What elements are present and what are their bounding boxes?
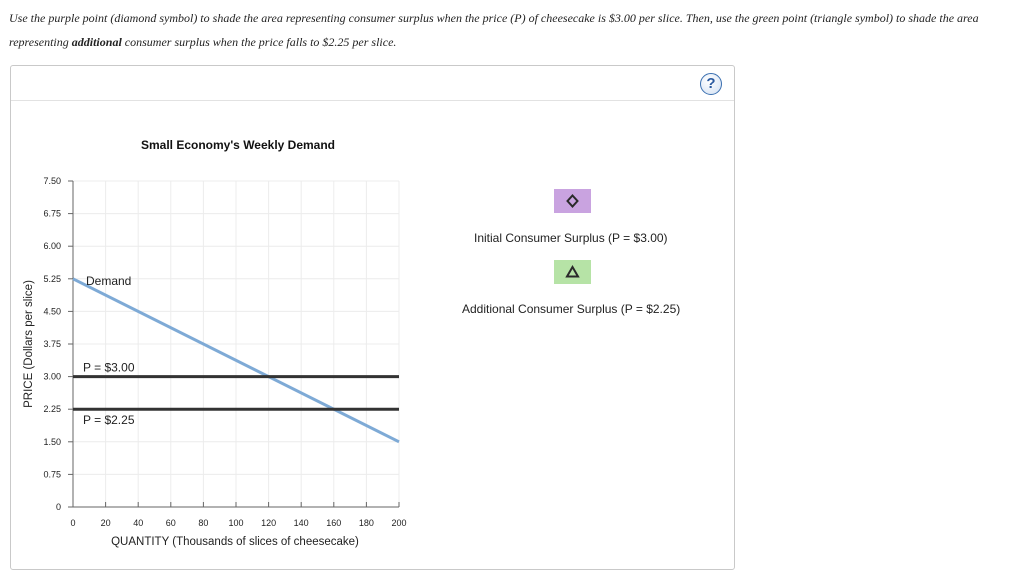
y-tick-label: 0.75 xyxy=(43,469,61,479)
x-tick-label: 0 xyxy=(70,518,75,528)
chart-title: Small Economy's Weekly Demand xyxy=(141,138,335,152)
demand-curve xyxy=(72,277,400,444)
triangle-icon xyxy=(565,265,580,278)
x-tick-label: 20 xyxy=(101,518,111,528)
y-tick-label: 5.25 xyxy=(43,274,61,284)
y-tick-label: 4.50 xyxy=(43,306,61,316)
x-tick-label: 160 xyxy=(326,518,341,528)
x-tick-label: 200 xyxy=(391,518,406,528)
x-tick-label: 100 xyxy=(228,518,243,528)
instructions-bold-word: additional xyxy=(71,35,122,49)
x-axis-label: QUANTITY (Thousands of slices of cheesec… xyxy=(111,536,359,548)
x-tick-label: 80 xyxy=(198,518,208,528)
x-tick-label: 60 xyxy=(166,518,176,528)
chart-series: Demand P = $3.00 P = $2.25 xyxy=(72,274,400,444)
initial-cs-swatch xyxy=(554,189,591,213)
price-line-label: P = $2.25 xyxy=(83,413,135,427)
instructions-text-1: Use the purple point (diamond symbol) to… xyxy=(9,11,979,49)
additional-cs-label: Additional Consumer Surplus (P = $2.25) xyxy=(462,302,681,316)
x-tick-label: 120 xyxy=(261,518,276,528)
y-axis-label: PRICE (Dollars per slice) xyxy=(23,280,35,408)
grid xyxy=(73,180,400,507)
initial-cs-tool[interactable] xyxy=(554,189,591,213)
y-tick-label: 2.25 xyxy=(43,404,61,414)
y-tick-label: 7.50 xyxy=(43,176,61,186)
axes: 0 0.75 1.50 2.25 3.00 3.75 4.50 5.25 6.00 6.75 7.5… xyxy=(43,176,406,528)
y-tick-label: 3.75 xyxy=(43,339,61,349)
x-tick-label: 140 xyxy=(294,518,309,528)
help-button[interactable]: ? xyxy=(700,73,722,95)
y-tick-label: 6.00 xyxy=(43,241,61,251)
initial-cs-label: Initial Consumer Surplus (P = $3.00) xyxy=(474,231,668,245)
demand-label: Demand xyxy=(86,274,131,288)
graph-panel: ? xyxy=(10,65,735,570)
x-tick-label: 40 xyxy=(133,518,143,528)
additional-cs-tool[interactable] xyxy=(554,260,591,284)
price-line-label: P = $3.00 xyxy=(83,361,135,375)
panel-divider xyxy=(11,100,734,101)
y-tick-label: 1.50 xyxy=(43,437,61,447)
y-tick-label: 3.00 xyxy=(43,372,61,382)
instructions-text-2: consumer surplus when the price falls to… xyxy=(121,35,397,49)
y-tick-label: 6.75 xyxy=(43,209,61,219)
diamond-icon xyxy=(566,194,579,208)
instructions: Use the purple point (diamond symbol) to… xyxy=(9,6,1014,54)
x-tick-label: 180 xyxy=(359,518,374,528)
additional-cs-swatch xyxy=(554,260,591,284)
y-tick-label: 0 xyxy=(56,502,61,512)
